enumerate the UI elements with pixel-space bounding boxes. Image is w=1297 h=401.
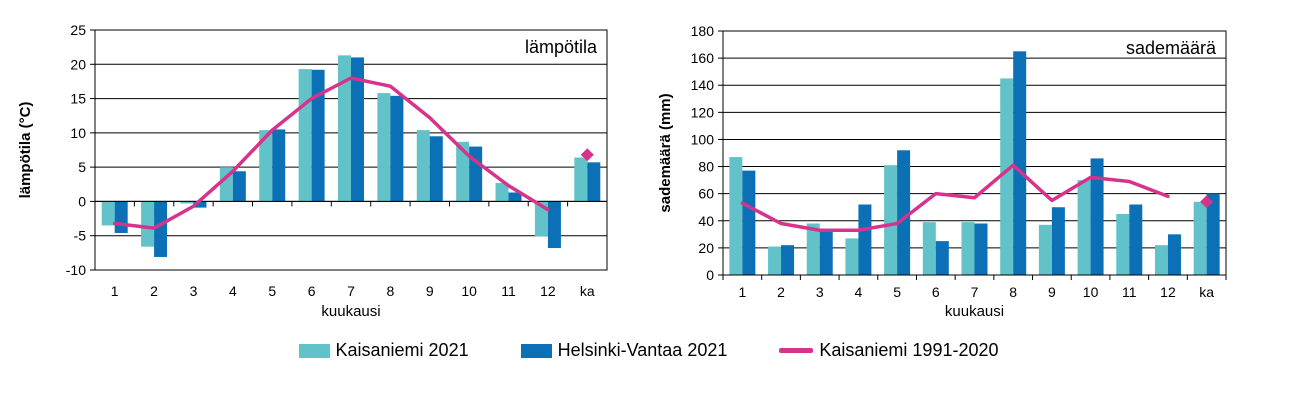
x-tick-label: 4 xyxy=(855,284,863,300)
x-tick-label: 10 xyxy=(461,283,477,299)
y-tick-label: 160 xyxy=(691,50,715,66)
y-tick-label: -5 xyxy=(74,228,87,244)
x-tick-label: 3 xyxy=(816,284,824,300)
kaisaniemi-1991-2020-line-swatch xyxy=(779,348,814,353)
chart-legend: Kaisaniemi 2021 Helsinki-Vantaa 2021 Kai… xyxy=(0,340,1297,361)
y-axis-ticks xyxy=(718,30,723,276)
x-tick-label: 1 xyxy=(111,283,119,299)
x-tick-label: 2 xyxy=(150,283,158,299)
x-axis-title: kuukausi xyxy=(321,303,380,320)
normal-period-line xyxy=(740,163,1170,233)
y-tick-label: 60 xyxy=(698,186,714,202)
x-tick-label: 9 xyxy=(1048,284,1056,300)
x-axis-ticks xyxy=(94,200,608,207)
y-tick-label: 140 xyxy=(691,77,715,93)
x-tick-label: 12 xyxy=(1160,284,1176,300)
chart-title: lämpötila xyxy=(525,37,598,57)
y-tick-label: 80 xyxy=(698,159,714,175)
x-tick-label: 7 xyxy=(347,283,355,299)
legend-label: Kaisaniemi 1991-2020 xyxy=(819,340,999,360)
y-tick-label: -10 xyxy=(66,262,86,278)
helsinki-vantaa-2021-swatch xyxy=(520,343,552,358)
x-tick-label: 11 xyxy=(1122,284,1137,300)
y-tick-label: 120 xyxy=(691,104,715,120)
x-tick-label: ka xyxy=(1199,284,1214,300)
x-tick-label: 5 xyxy=(893,284,901,300)
legend-item-helsinki-vantaa-2021: Helsinki-Vantaa 2021 xyxy=(520,340,728,361)
y-tick-label: 20 xyxy=(698,240,714,256)
y-tick-label: 0 xyxy=(78,193,86,209)
y-tick-label: 5 xyxy=(78,159,86,175)
y-axis-title: lämpötila (°C) xyxy=(17,102,34,199)
chart-title: sademäärä xyxy=(1126,38,1217,58)
x-tick-label: 8 xyxy=(1009,284,1017,300)
x-tick-label: 11 xyxy=(501,283,516,299)
x-tick-label: 3 xyxy=(190,283,198,299)
plot-border xyxy=(94,29,608,271)
y-axis-ticks xyxy=(90,29,95,271)
x-tick-label: 8 xyxy=(386,283,394,299)
x-tick-label: 4 xyxy=(229,283,237,299)
y-tick-label: 15 xyxy=(70,91,86,107)
ka-diamond-marker xyxy=(1200,195,1214,209)
x-tick-label: 2 xyxy=(777,284,785,300)
y-tick-label: 40 xyxy=(698,213,714,229)
plot-border xyxy=(722,30,1227,276)
normal-period-line xyxy=(112,76,550,230)
x-tick-label: 9 xyxy=(426,283,434,299)
kaisaniemi-2021-swatch xyxy=(298,343,330,358)
y-axis-title: sademäärä (mm) xyxy=(657,93,674,212)
x-axis-ticks xyxy=(722,275,1227,280)
y-tick-label: 10 xyxy=(70,125,86,141)
y-tick-label: 0 xyxy=(706,267,714,283)
bars-series-0 xyxy=(729,78,1207,275)
x-tick-label: 5 xyxy=(268,283,276,299)
y-tick-label: 25 xyxy=(70,22,86,38)
y-tick-label: 180 xyxy=(691,23,715,39)
y-tick-label: 20 xyxy=(70,56,86,72)
x-tick-label: 6 xyxy=(308,283,316,299)
bars-series-1 xyxy=(114,57,601,257)
x-axis-title: kuukausi xyxy=(945,303,1004,320)
ka-diamond-marker xyxy=(580,148,594,162)
x-tick-label: 1 xyxy=(738,284,746,300)
x-tick-label: 12 xyxy=(540,283,556,299)
legend-label: Helsinki-Vantaa 2021 xyxy=(557,340,728,360)
legend-label: Kaisaniemi 2021 xyxy=(335,340,469,360)
legend-item-kaisaniemi-1991-2020: Kaisaniemi 1991-2020 xyxy=(779,340,999,361)
y-tick-label: 100 xyxy=(691,131,715,147)
x-tick-label: 7 xyxy=(971,284,979,300)
bars-series-1 xyxy=(742,51,1220,276)
x-tick-label: 10 xyxy=(1083,284,1099,300)
x-tick-label: ka xyxy=(580,283,595,299)
legend-item-kaisaniemi-2021: Kaisaniemi 2021 xyxy=(298,340,469,361)
x-tick-label: 6 xyxy=(932,284,940,300)
